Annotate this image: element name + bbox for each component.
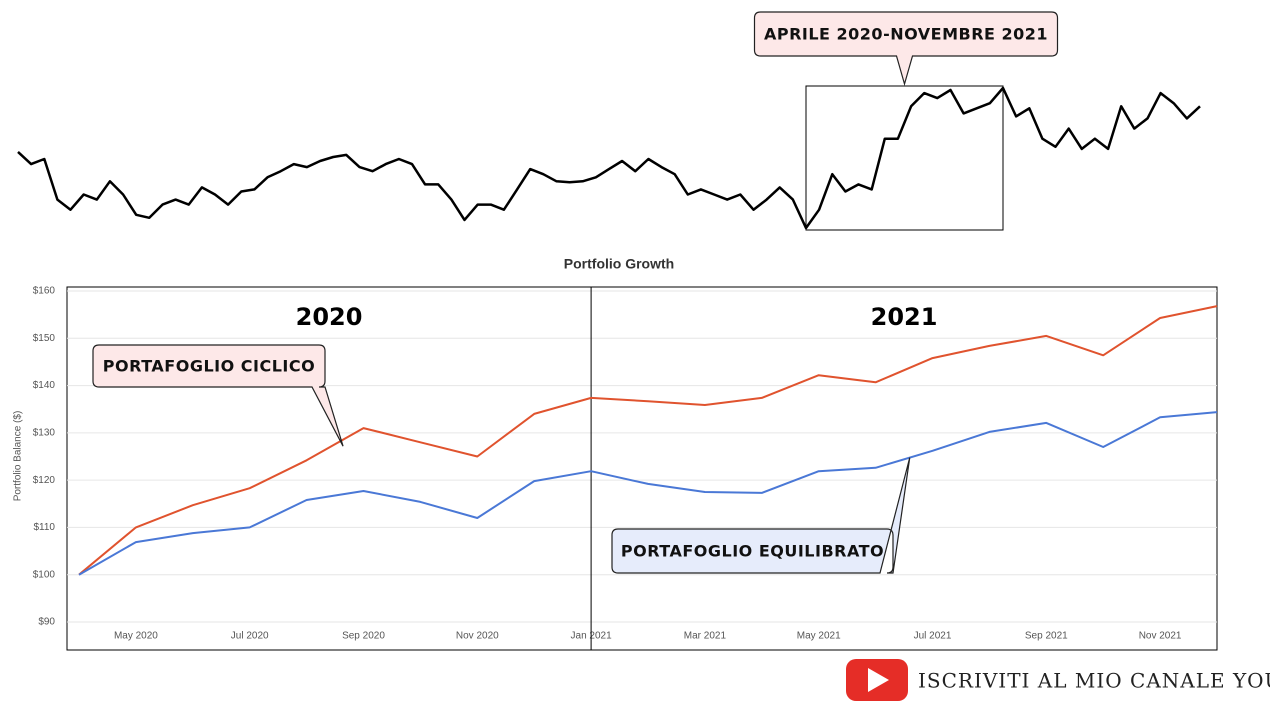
x-tick-label: Jul 2020: [231, 631, 269, 642]
highlight-box: [805, 85, 1004, 231]
y-axis-label: Portfolio Balance ($): [13, 411, 24, 502]
y-tick-label: $130: [33, 427, 56, 438]
y-tick-label: $160: [33, 286, 56, 297]
series-callout-box: [611, 457, 911, 574]
x-tick-label: May 2021: [797, 631, 841, 642]
y-tick-label: $120: [33, 475, 56, 486]
data-line: [17, 86, 1201, 230]
x-tick-label: Nov 2020: [456, 631, 499, 642]
range-callout-box: [753, 11, 1059, 87]
series-callout: PORTAFOGLIO CICLICO: [103, 357, 315, 376]
y-tick-label: $100: [33, 569, 56, 580]
series-callout-box: [92, 344, 344, 447]
year-label: 2020: [296, 303, 363, 331]
chart-title: Portfolio Growth: [564, 256, 674, 272]
y-tick-label: $90: [38, 617, 55, 628]
range-callout: APRILE 2020-NOVEMBRE 2021: [764, 25, 1048, 44]
youtube-icon[interactable]: [846, 659, 908, 701]
x-tick-label: Jul 2021: [914, 631, 952, 642]
year-label: 2021: [871, 303, 938, 331]
y-tick-label: $110: [33, 522, 55, 533]
data-line: [78, 305, 1218, 576]
x-tick-label: Nov 2021: [1139, 631, 1182, 642]
subscribe-text[interactable]: ISCRIVITI AL MIO CANALE YOUTUBE: [918, 669, 1270, 693]
x-tick-label: Mar 2021: [684, 631, 727, 642]
x-tick-label: Sep 2021: [1025, 631, 1068, 642]
data-line: [78, 411, 1218, 576]
plot-frame: [66, 286, 1218, 651]
x-tick-label: Sep 2020: [342, 631, 385, 642]
series-callout: PORTAFOGLIO EQUILIBRATO: [621, 542, 884, 561]
y-tick-label: $150: [33, 333, 56, 344]
y-tick-label: $140: [33, 380, 56, 391]
x-tick-label: May 2020: [114, 631, 158, 642]
